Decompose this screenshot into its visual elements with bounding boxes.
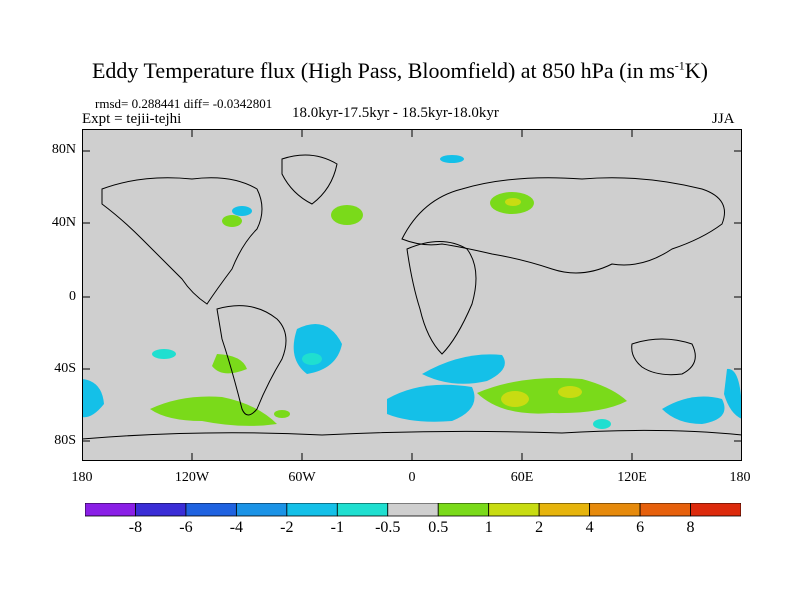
- contour-negative-south-pacific-east: [662, 396, 725, 424]
- colorbar-swatch: [185, 503, 237, 517]
- coast-greenland: [281, 154, 338, 205]
- coast-south-america: [216, 305, 287, 416]
- colorbar-swatch: [690, 503, 741, 517]
- colorbar-label: 8: [686, 519, 695, 536]
- colorbar-label: -1: [330, 519, 344, 536]
- contour-positive-sa-tip: [274, 410, 290, 418]
- colorbar-label: -4: [229, 519, 244, 536]
- experiment-label: Expt = tejii-tejhi: [82, 111, 182, 127]
- colorbar-label: -0.5: [375, 519, 401, 536]
- contour-positive-mid-indian: [501, 391, 529, 407]
- colorbar-label: -8: [128, 519, 143, 536]
- contour-negative-pacific-small: [152, 349, 176, 359]
- colorbar-swatch: [639, 503, 691, 517]
- colorbar-label: 6: [636, 519, 645, 536]
- coast-australia: [631, 338, 696, 376]
- contour-negative-east-edge: [724, 368, 742, 419]
- contour-positive-mid-eurasia: [505, 198, 521, 206]
- x-tick-label: 120W: [174, 470, 210, 485]
- contour-positive-atlantic: [331, 205, 363, 225]
- x-tick-label: 0: [408, 470, 416, 485]
- contour-negative-na: [232, 206, 252, 216]
- contour-negative-indian-small: [593, 419, 611, 429]
- x-tick-label: 180: [729, 470, 751, 485]
- contour-negative-west-edge: [82, 379, 104, 418]
- y-tick-label: 80S: [54, 433, 76, 448]
- contour-fills: [82, 155, 742, 429]
- coast-africa: [406, 241, 477, 355]
- y-tick-label: 0: [69, 289, 76, 304]
- x-tick-label: 120E: [617, 470, 647, 485]
- y-tick-label: 80N: [51, 142, 76, 157]
- x-tick-label: 180: [71, 470, 93, 485]
- contour-positive-mid-indian2: [558, 386, 582, 398]
- contour-negative-south-atlantic: [387, 384, 475, 422]
- colorbar-swatch: [85, 503, 136, 517]
- coastlines: [82, 154, 742, 440]
- colorbar-label: 4: [585, 519, 594, 536]
- colorbar-swatch: [538, 503, 591, 517]
- x-tick-label: 60W: [288, 470, 316, 485]
- colorbar-swatch: [286, 503, 338, 517]
- map-title: Eddy Temperature flux (High Pass, Bloomf…: [91, 58, 708, 83]
- period-label: 18.0kyr-17.5kyr - 18.5kyr-18.0kyr: [292, 105, 499, 121]
- colorbar-label: 2: [535, 519, 544, 536]
- contour-negative-sa-small: [302, 353, 322, 365]
- contour-negative-arctic: [440, 155, 464, 163]
- colorbar-swatch: [589, 503, 641, 517]
- map-plot: [82, 129, 742, 461]
- map-ticks: [82, 129, 742, 461]
- season-label: JJA: [712, 111, 735, 127]
- coast-antarctica: [82, 429, 742, 440]
- y-tick-label: 40N: [51, 215, 76, 230]
- colorbar-swatch: [387, 503, 439, 517]
- colorbar-swatch: [135, 503, 187, 517]
- contour-positive-na: [222, 215, 242, 227]
- colorbar-label: -2: [280, 519, 294, 536]
- colorbar-label: 0.5: [428, 519, 449, 536]
- contour-positive-south-pacific: [150, 396, 277, 426]
- stats-label: rmsd= 0.288441 diff= -0.0342801: [95, 96, 273, 111]
- contour-negative-south-atlantic2: [422, 354, 505, 384]
- coast-eurasia: [401, 177, 725, 274]
- colorbar-swatch: [437, 503, 490, 517]
- y-tick-label: 40S: [54, 361, 76, 376]
- coast-north-america: [101, 177, 263, 305]
- colorbar-swatch: [488, 503, 540, 517]
- x-tick-label: 60E: [510, 470, 534, 485]
- colorbar: [85, 503, 741, 517]
- colorbar-label: -6: [179, 519, 193, 536]
- colorbar-swatch: [336, 503, 389, 517]
- colorbar-label: 1: [484, 519, 493, 536]
- colorbar-swatch: [235, 503, 288, 517]
